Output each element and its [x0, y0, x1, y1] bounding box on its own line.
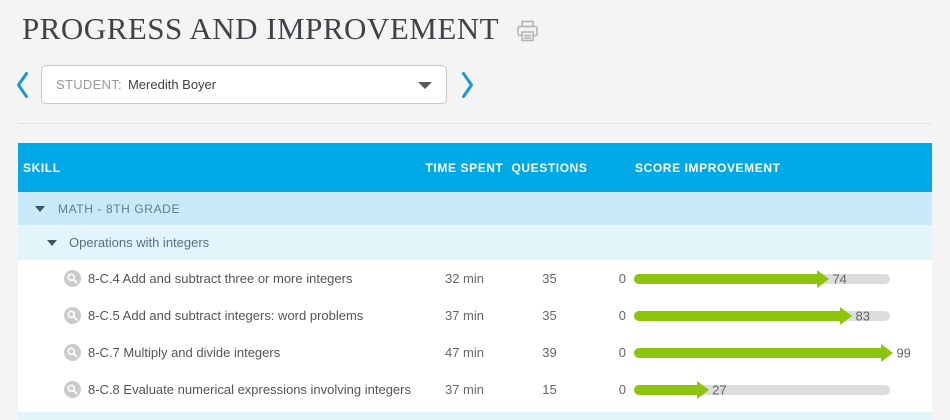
skill-label[interactable]: 8-C.5 Add and subtract integers: word pr…	[88, 308, 364, 323]
table-row: 8-C.5 Add and subtract integers: word pr…	[18, 297, 932, 334]
page-title: PROGRESS AND IMPROVEMENT	[22, 11, 500, 46]
column-header-skill: SKILL	[23, 160, 61, 175]
score-arrow	[634, 269, 830, 288]
skill-preview-magnifier-icon[interactable]	[64, 381, 81, 398]
previous-student-button[interactable]	[12, 68, 33, 102]
score-track: 74	[634, 269, 890, 288]
score-arrow	[634, 343, 894, 362]
column-header-questions: QUESTIONS	[511, 160, 588, 175]
skill-label[interactable]: 8-C.8 Evaluate numerical expressions inv…	[88, 382, 411, 397]
progress-table: SKILL TIME SPENT QUESTIONS SCORE IMPROVE…	[18, 143, 932, 420]
skill-cell: 8-C.5 Add and subtract integers: word pr…	[18, 307, 422, 324]
group-label: Operations with integers	[69, 235, 210, 250]
questions-value: 35	[542, 308, 557, 323]
skill-cell: 8-C.4 Add and subtract three or more int…	[18, 270, 422, 287]
skill-label[interactable]: 8-C.4 Add and subtract three or more int…	[88, 271, 353, 286]
column-header-time-spent: TIME SPENT	[425, 160, 504, 175]
skill-label[interactable]: 8-C.7 Multiply and divide integers	[88, 345, 281, 360]
student-select-value: Meredith Boyer	[127, 77, 217, 92]
next-student-button[interactable]	[457, 68, 478, 102]
score-start-value: 0	[618, 345, 626, 360]
student-nav: STUDENT: Meredith Boyer	[12, 64, 950, 105]
score-improvement-value: 99	[896, 345, 911, 360]
score-improvement-cell: 0 74	[592, 269, 932, 288]
score-arrow-head-icon	[840, 306, 853, 325]
score-arrow	[634, 306, 853, 325]
time-spent-value: 37 min	[444, 308, 485, 323]
chevron-right-icon	[459, 71, 476, 104]
time-spent-value: 47 min	[444, 345, 485, 360]
time-spent-value: 37 min	[444, 382, 485, 397]
next-group-row-partial	[18, 412, 932, 420]
score-arrow-body	[634, 347, 882, 358]
page-header: PROGRESS AND IMPROVEMENT	[0, 0, 950, 48]
score-improvement-value: 74	[832, 271, 847, 286]
collapse-triangle-icon[interactable]	[47, 239, 57, 246]
skill-cell: 8-C.8 Evaluate numerical expressions inv…	[18, 381, 422, 398]
score-track: 99	[634, 343, 911, 362]
score-start-value: 0	[618, 382, 626, 397]
score-improvement-cell: 0 27	[592, 380, 932, 399]
chevron-down-icon	[418, 81, 432, 89]
skill-preview-magnifier-icon[interactable]	[64, 270, 81, 287]
group-row-operations-with-integers[interactable]: Operations with integers	[18, 225, 932, 260]
score-arrow-body	[634, 310, 841, 321]
questions-value: 35	[542, 271, 557, 286]
table-row: 8-C.7 Multiply and divide integers 47 mi…	[18, 334, 932, 371]
chevron-left-icon	[14, 71, 31, 104]
divider	[18, 123, 932, 124]
score-arrow-head-icon	[697, 380, 710, 399]
score-track: 27	[634, 380, 890, 399]
skill-preview-magnifier-icon[interactable]	[64, 344, 81, 361]
questions-value: 15	[542, 382, 557, 397]
collapse-triangle-icon[interactable]	[35, 205, 45, 212]
table-header-row: SKILL TIME SPENT QUESTIONS SCORE IMPROVE…	[18, 143, 932, 192]
skill-preview-magnifier-icon[interactable]	[64, 307, 81, 324]
score-arrow-body	[634, 273, 818, 284]
score-improvement-cell: 0 83	[592, 306, 932, 325]
print-button[interactable]	[515, 19, 540, 43]
group-row-math-8th-grade[interactable]: MATH - 8TH GRADE	[18, 192, 932, 225]
skill-rows-container: 8-C.4 Add and subtract three or more int…	[18, 260, 932, 408]
score-arrow-head-icon	[817, 269, 830, 288]
score-arrow-body	[634, 384, 698, 395]
student-select[interactable]: STUDENT: Meredith Boyer	[41, 65, 447, 104]
table-row: 8-C.4 Add and subtract three or more int…	[18, 260, 932, 297]
score-start-value: 0	[618, 308, 626, 323]
score-improvement-value: 83	[855, 308, 870, 323]
score-arrow-head-icon	[881, 343, 894, 362]
score-start-value: 0	[618, 271, 626, 286]
group-label: MATH - 8TH GRADE	[58, 201, 181, 216]
student-select-label: STUDENT:	[56, 77, 122, 92]
column-header-score-improvement: SCORE IMPROVEMENT	[635, 160, 781, 175]
score-track: 83	[634, 306, 890, 325]
questions-value: 39	[542, 345, 557, 360]
table-row: 8-C.8 Evaluate numerical expressions inv…	[18, 371, 932, 408]
printer-icon	[515, 20, 540, 47]
skill-cell: 8-C.7 Multiply and divide integers	[18, 344, 422, 361]
score-arrow	[634, 380, 710, 399]
time-spent-value: 32 min	[444, 271, 485, 286]
score-improvement-value: 27	[712, 382, 727, 397]
score-improvement-cell: 0 99	[592, 343, 932, 362]
